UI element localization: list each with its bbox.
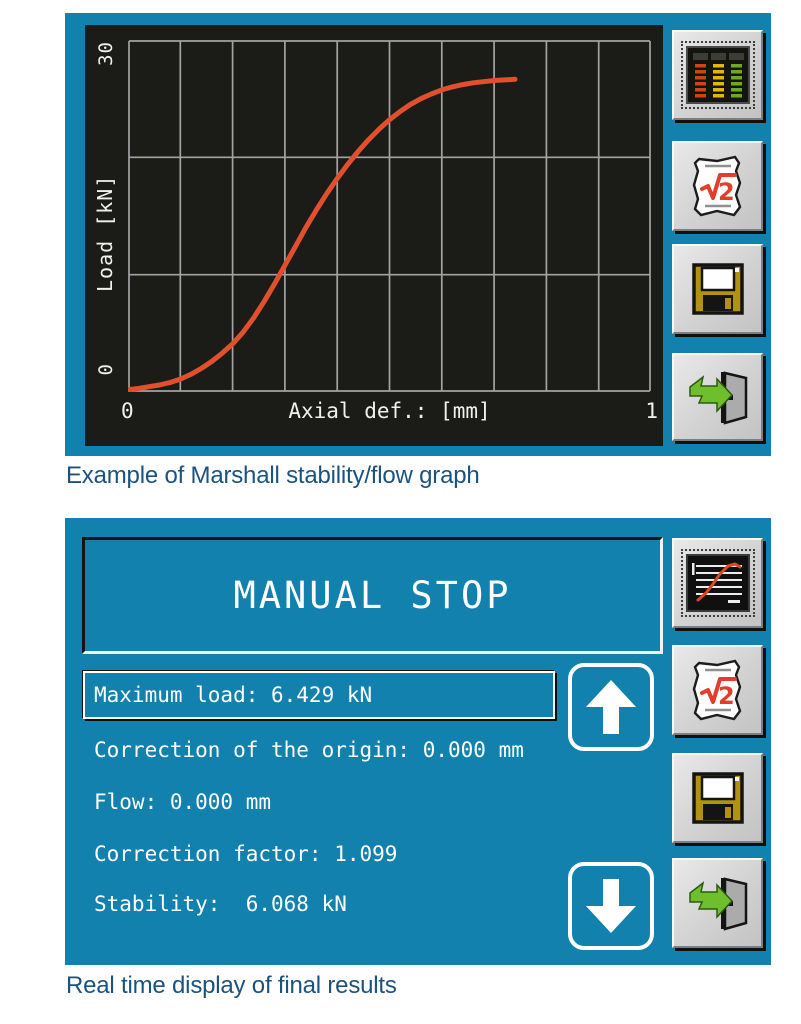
status-display: MANUAL STOP: [82, 537, 663, 654]
arrow-down-icon: [586, 879, 636, 933]
result-row-maximum-load[interactable]: Maximum load: 6.429 kN: [83, 671, 555, 719]
result-row-correction-factor[interactable]: Correction factor: 1.099: [94, 842, 398, 866]
x-axis-tick-max: 1: [645, 399, 658, 423]
sqrt2-icon: 2: [692, 659, 741, 721]
x-axis-row: 0 Axial def.: [mm] 1: [121, 399, 658, 423]
save-button[interactable]: [672, 244, 763, 334]
data-table-button[interactable]: [672, 30, 763, 120]
y-axis-label: Load [kN]: [93, 174, 117, 292]
caption-graph: Example of Marshall stability/flow graph: [66, 462, 480, 489]
save-button[interactable]: [672, 753, 763, 843]
x-axis-tick-min: 0: [121, 399, 134, 423]
graph-view-button[interactable]: [672, 538, 763, 628]
result-row-stability[interactable]: Stability: 6.068 kN: [94, 892, 347, 916]
status-text: MANUAL STOP: [233, 574, 512, 617]
results-panel: MANUAL STOP Maximum load: 6.429 kN Corre…: [65, 518, 771, 965]
load-flow-chart: [128, 40, 651, 392]
graph-screen: 30 Load [kN] 0 0 Axial def.: [mm] 1: [85, 25, 663, 446]
y-axis-tick-min: 0: [95, 363, 117, 376]
x-axis-label: Axial def.: [mm]: [288, 399, 491, 423]
scroll-up-button[interactable]: [568, 663, 654, 751]
exit-button[interactable]: [672, 858, 763, 948]
arrow-up-icon: [586, 680, 636, 734]
sqrt2-button[interactable]: 2: [672, 645, 763, 735]
exit-icon: [688, 877, 747, 931]
svg-text:2: 2: [718, 682, 735, 710]
marshall-graph-panel: 30 Load [kN] 0 0 Axial def.: [mm] 1: [65, 13, 771, 456]
save-icon: [691, 772, 744, 824]
result-row-flow[interactable]: Flow: 0.000 mm: [94, 790, 272, 814]
save-icon: [691, 263, 744, 315]
exit-button[interactable]: [672, 353, 763, 441]
svg-text:2: 2: [718, 178, 735, 206]
selection-marquee: [680, 549, 755, 617]
scroll-down-button[interactable]: [568, 862, 654, 950]
caption-results: Real time display of final results: [66, 972, 397, 999]
exit-icon: [688, 371, 747, 425]
sqrt2-icon: 2: [692, 155, 741, 217]
result-row-origin-correction[interactable]: Correction of the origin: 0.000 mm: [94, 738, 524, 762]
sqrt2-button[interactable]: 2: [672, 141, 763, 231]
y-axis-tick-max: 30: [95, 41, 117, 66]
selection-marquee: [680, 41, 755, 109]
graph-report-icon: [685, 554, 750, 612]
data-table-icon: [685, 46, 750, 104]
